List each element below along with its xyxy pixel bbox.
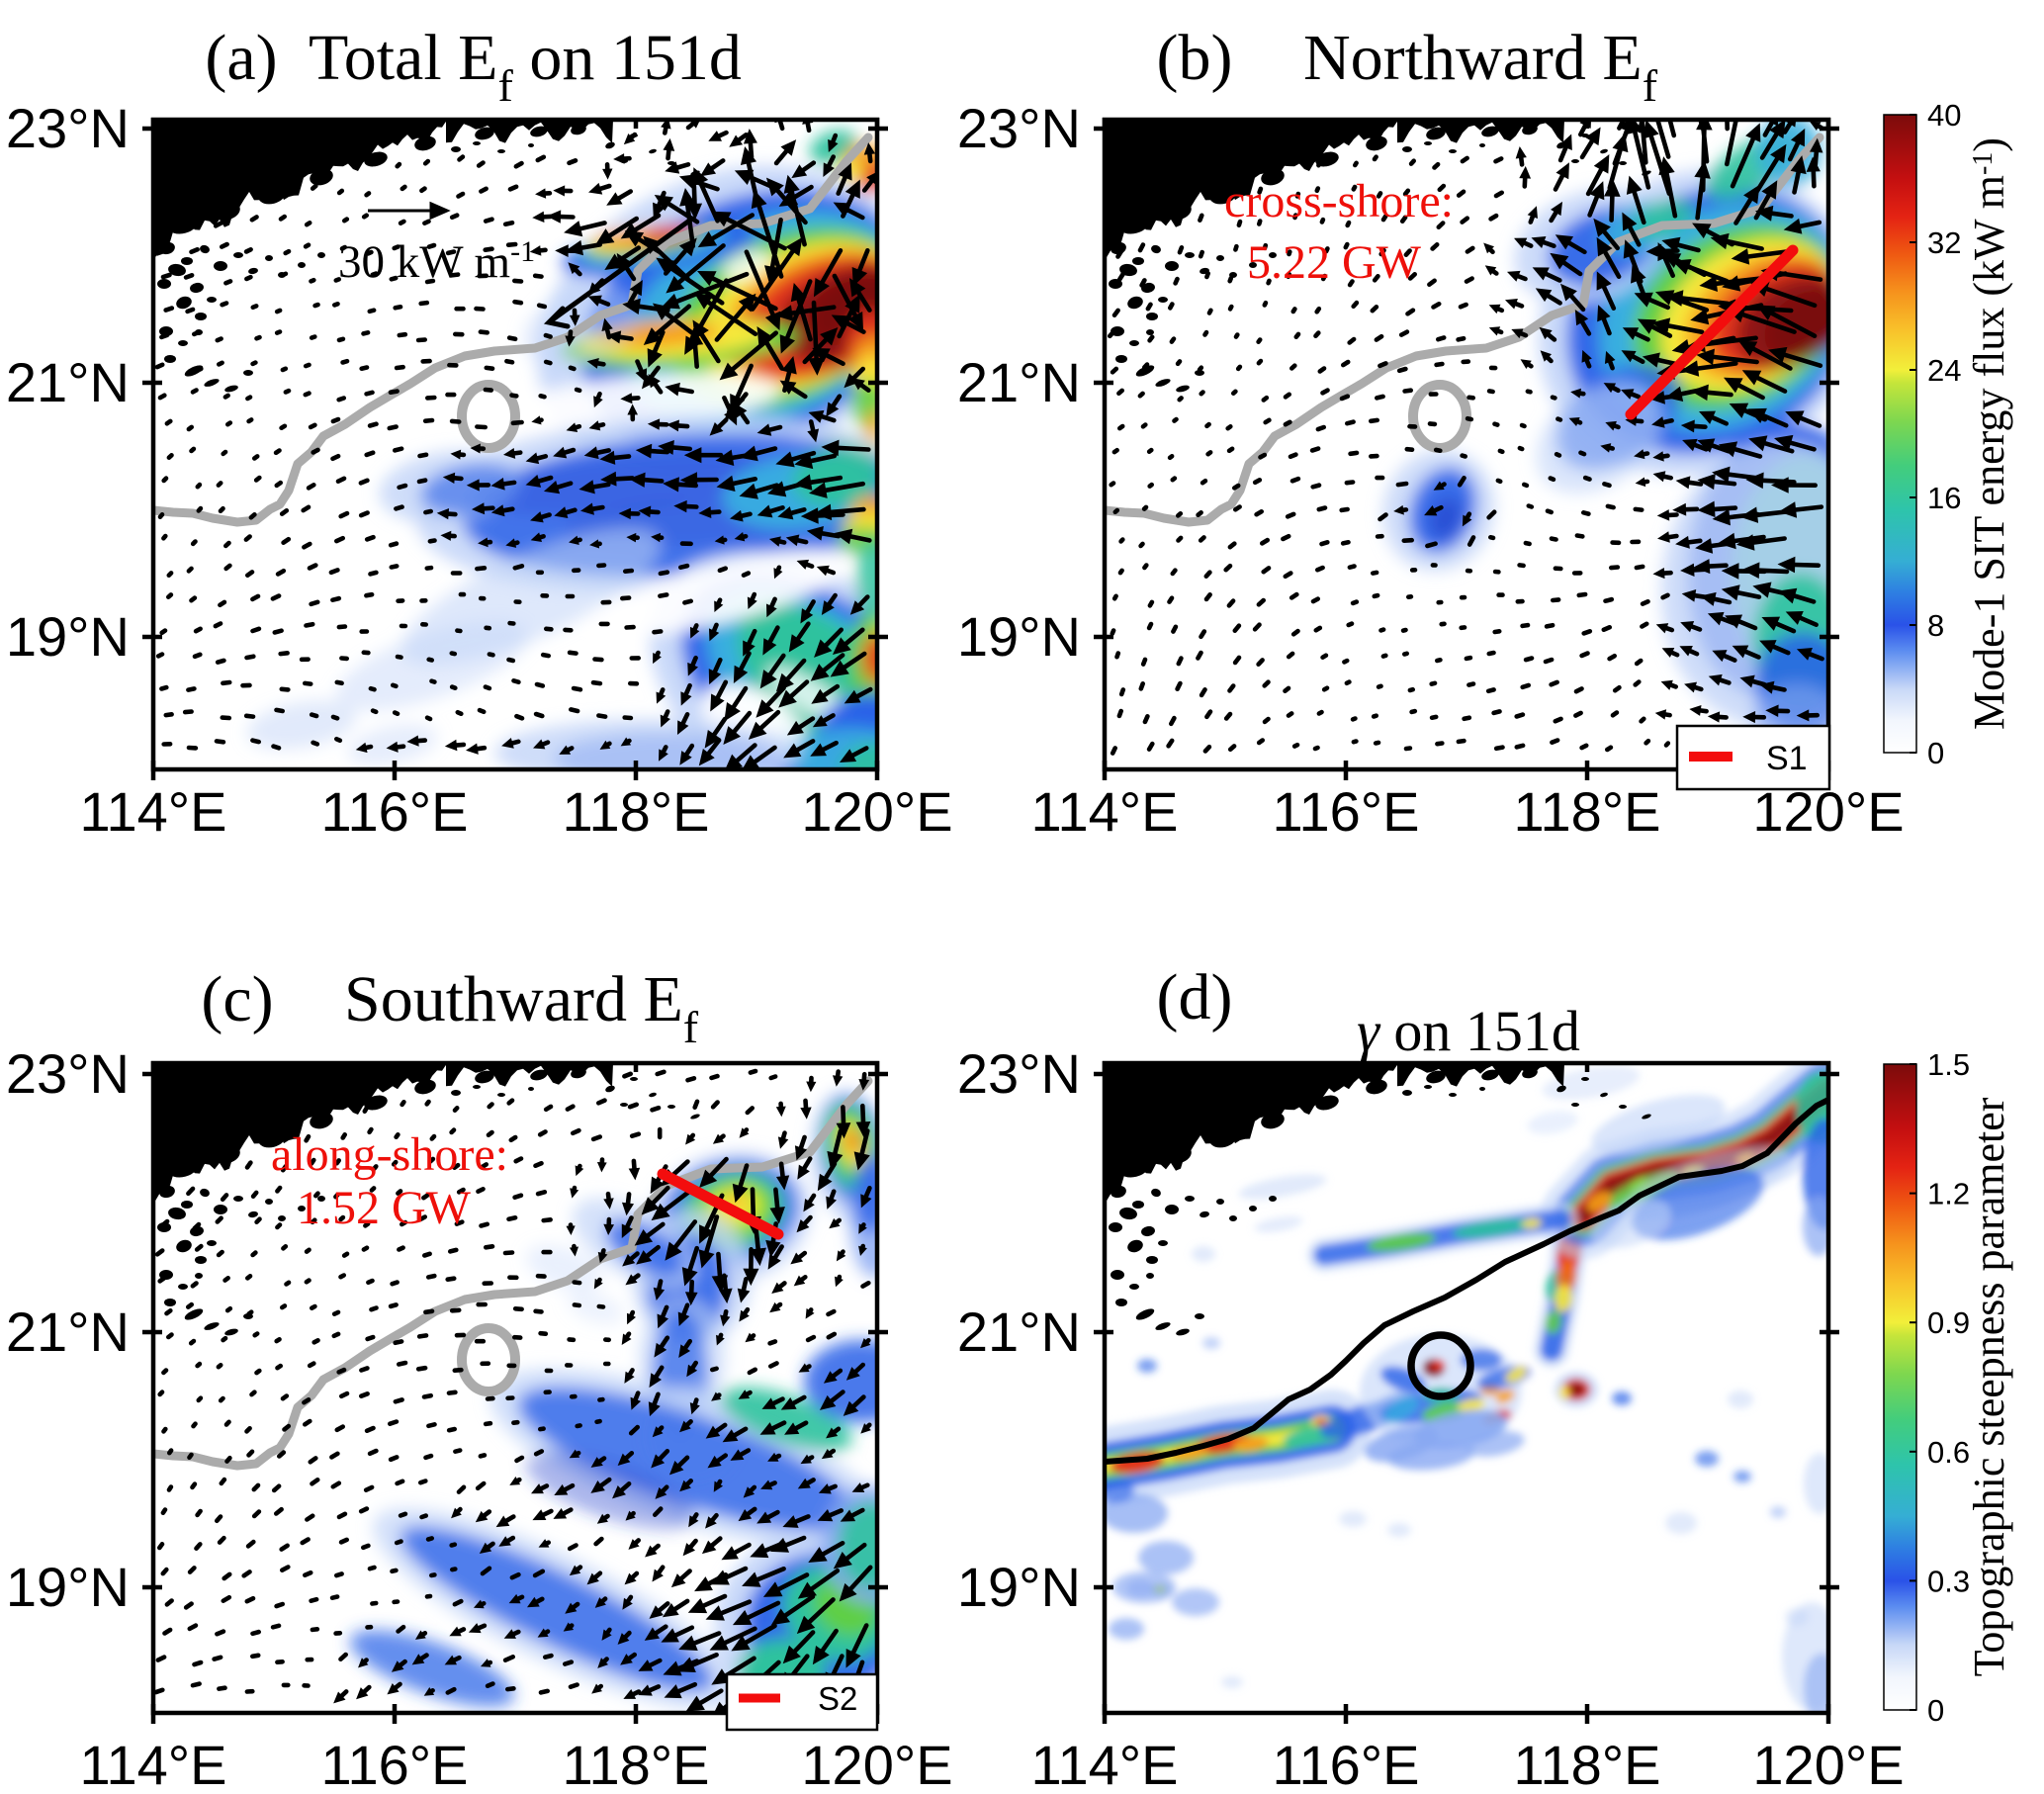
svg-text:0.6: 0.6 <box>1927 1435 1970 1470</box>
svg-text:116°E: 116°E <box>320 1734 468 1789</box>
svg-text:8: 8 <box>1927 608 1944 643</box>
svg-text:(b): (b) <box>1157 22 1233 94</box>
svg-text:5.22 GW: 5.22 GW <box>1247 236 1422 289</box>
svg-text:118°E: 118°E <box>562 780 709 843</box>
svg-text:(c): (c) <box>201 963 273 1035</box>
svg-text:S2: S2 <box>818 1680 857 1717</box>
svg-text:32: 32 <box>1927 225 1961 260</box>
svg-text:19°N: 19°N <box>6 1556 130 1618</box>
svg-text:118°E: 118°E <box>562 1734 709 1789</box>
svg-text:21°N: 21°N <box>957 351 1081 413</box>
svg-text:118°E: 118°E <box>1513 1734 1660 1789</box>
svg-text:γ on 151d: γ on 151d <box>1357 999 1580 1063</box>
svg-text:120°E: 120°E <box>801 1734 952 1789</box>
svg-text:120°E: 120°E <box>801 780 952 843</box>
svg-text:114°E: 114°E <box>1030 1734 1178 1789</box>
svg-text:0.9: 0.9 <box>1927 1305 1970 1340</box>
svg-text:19°N: 19°N <box>957 605 1081 668</box>
svg-text:114°E: 114°E <box>79 780 226 843</box>
svg-text:23°N: 23°N <box>957 97 1081 159</box>
svg-text:(d): (d) <box>1157 961 1233 1033</box>
svg-text:30 kW m-1: 30 kW m-1 <box>338 235 535 288</box>
svg-text:23°N: 23°N <box>6 97 130 159</box>
svg-text:23°N: 23°N <box>957 1042 1081 1105</box>
svg-text:120°E: 120°E <box>1752 1734 1904 1789</box>
svg-text:0: 0 <box>1927 736 1944 770</box>
svg-text:0.3: 0.3 <box>1927 1564 1970 1598</box>
svg-text:cross-shore:: cross-shore: <box>1224 175 1454 227</box>
svg-text:0: 0 <box>1927 1693 1944 1728</box>
svg-text:1.52 GW: 1.52 GW <box>297 1182 472 1234</box>
svg-text:Topographic steepness paramete: Topographic steepness parameter <box>1965 1097 2013 1676</box>
svg-text:19°N: 19°N <box>957 1556 1081 1618</box>
svg-text:40: 40 <box>1927 98 1961 133</box>
svg-text:21°N: 21°N <box>6 1301 130 1363</box>
svg-text:23°N: 23°N <box>6 1042 130 1105</box>
svg-text:24: 24 <box>1927 353 1961 388</box>
svg-text:114°E: 114°E <box>79 1734 226 1789</box>
svg-text:Mode-1 SIT energy flux (kW m-1: Mode-1 SIT energy flux (kW m-1) <box>1965 137 2013 730</box>
svg-text:21°N: 21°N <box>957 1301 1081 1363</box>
svg-text:116°E: 116°E <box>1272 780 1419 843</box>
svg-text:120°E: 120°E <box>1752 780 1904 843</box>
svg-text:118°E: 118°E <box>1513 780 1660 843</box>
svg-text:along-shore:: along-shore: <box>271 1128 508 1181</box>
svg-text:21°N: 21°N <box>6 351 130 413</box>
svg-text:114°E: 114°E <box>1030 780 1178 843</box>
svg-text:1.2: 1.2 <box>1927 1177 1970 1211</box>
svg-text:116°E: 116°E <box>1272 1734 1419 1789</box>
svg-text:(a): (a) <box>205 22 277 94</box>
svg-text:116°E: 116°E <box>320 780 468 843</box>
svg-text:19°N: 19°N <box>6 605 130 668</box>
svg-text:1.5: 1.5 <box>1927 1047 1970 1082</box>
svg-text:S1: S1 <box>1766 740 1808 777</box>
svg-text:16: 16 <box>1927 481 1961 515</box>
